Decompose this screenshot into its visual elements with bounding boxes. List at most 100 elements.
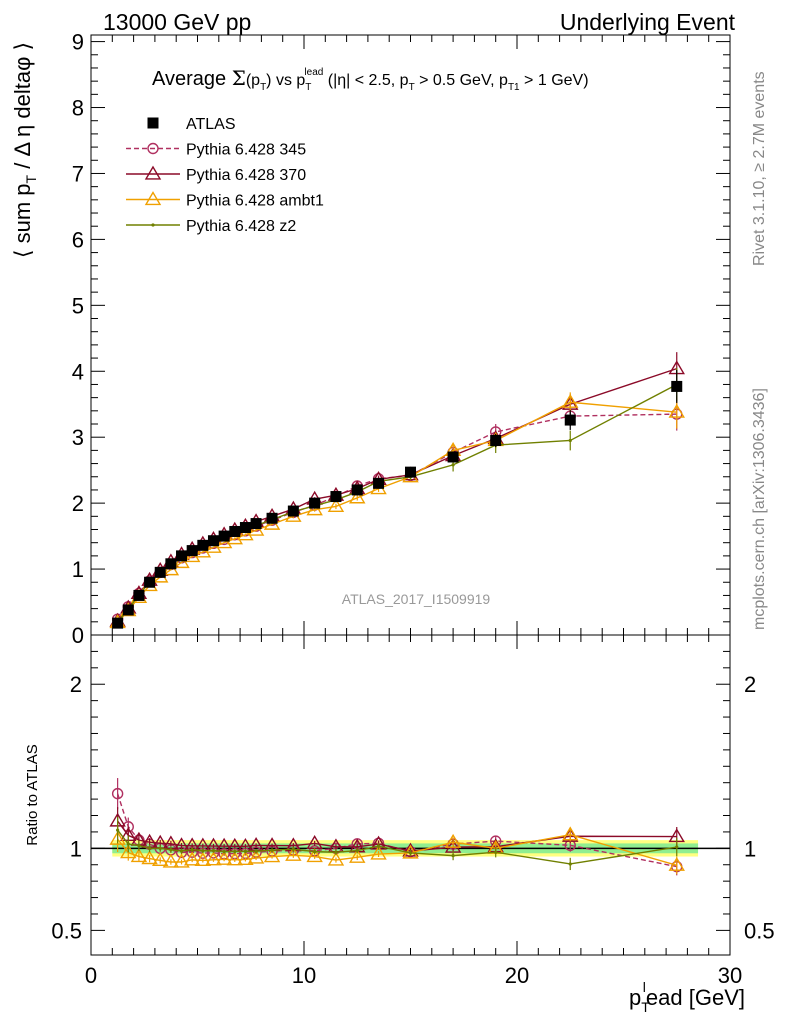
ratio-series-2-point <box>263 848 281 863</box>
main-y-axis: 0 1 2 3 4 5 6 7 8 9 <box>72 30 730 648</box>
x-tick-label: 10 <box>292 963 316 988</box>
y-tick-label: 8 <box>72 96 84 121</box>
xlabel-sub: T <box>641 999 650 1015</box>
ratio-series-3-point <box>451 854 455 858</box>
y-tick-label: 0 <box>72 623 84 648</box>
ratio-series-3-point <box>568 862 572 866</box>
header-left: 13000 GeV pp <box>103 9 251 35</box>
legend-label: Pythia 6.428 370 <box>186 167 306 184</box>
title-p: (p <box>246 72 260 89</box>
title-pre: Average <box>152 68 232 90</box>
ratio-tick-label-right: 2 <box>744 672 756 697</box>
y-tick-label: 7 <box>72 161 84 186</box>
data-point <box>239 522 251 534</box>
ratio-series-3-point <box>116 828 120 832</box>
ratio-series-2-point <box>668 856 685 871</box>
ratio-series-3-point <box>211 849 216 853</box>
x-axis-label: pTlead [GeV] <box>629 979 745 1015</box>
title-cut-sub1: T <box>409 82 415 93</box>
ratio-series-3-point <box>270 848 274 852</box>
ratio-series-2-point <box>285 846 302 861</box>
ratio-series-3-point <box>313 850 317 854</box>
y-tick-label: 3 <box>72 425 84 450</box>
data-point <box>176 550 188 562</box>
ratio-series-2-point <box>120 844 137 859</box>
main-series <box>109 352 685 629</box>
data-point <box>186 545 198 557</box>
data-point <box>351 484 363 496</box>
legend-label: ATLAS <box>186 116 236 133</box>
title-vs: vs p <box>272 72 306 89</box>
ratio-series-3-point <box>376 844 381 848</box>
x-tick-label: 20 <box>505 963 529 988</box>
series-2-point <box>306 501 323 516</box>
data-point <box>490 434 502 446</box>
series-0-line <box>117 413 677 620</box>
ratio-series-3-point <box>408 851 413 855</box>
series-2-point <box>668 403 685 418</box>
series-2-point <box>562 393 579 408</box>
data-point <box>154 566 166 578</box>
ratio-series-2-point <box>130 848 148 863</box>
ratio-series-2-point <box>194 852 212 866</box>
ratio-series-3-point <box>147 846 152 850</box>
ratio-series-3-point <box>675 845 679 849</box>
ratio-series-3-point <box>243 849 248 853</box>
ratio-series-3-point <box>137 843 141 848</box>
data-point <box>165 558 177 570</box>
legend: ATLAS Pythia 6.428 345 Pythia 6.428 370 Pyt… <box>126 116 324 235</box>
ratio-series-2-point <box>306 848 323 863</box>
data-point <box>373 477 385 489</box>
data-point <box>287 505 299 517</box>
legend-marker <box>144 191 162 206</box>
ratio-series-3-point <box>494 850 498 854</box>
ratio-frame <box>90 634 731 956</box>
ratio-tick-label-right: 0.5 <box>744 918 775 943</box>
ratio-series-0-point <box>111 787 124 800</box>
y-tick-label: 5 <box>72 293 84 318</box>
ratio-series-3-point <box>179 849 184 853</box>
y-tick-label: 2 <box>72 491 84 516</box>
legend-marker <box>147 142 159 155</box>
ylabel-a: ⟨ sum p <box>10 183 35 258</box>
ylabel-sub: T <box>23 174 39 183</box>
main-x-ticks <box>90 35 731 635</box>
ratio-series-3-point <box>126 842 130 846</box>
data-point <box>197 539 209 551</box>
title-sigma: Σ <box>232 66 246 90</box>
data-point <box>218 530 230 542</box>
ratio-series-2-point <box>237 851 254 866</box>
ratio-series-3-point <box>334 850 338 854</box>
title-sup: lead <box>304 67 323 78</box>
ratio-y-axis: 0.5 0.5 1 1 2 2 <box>51 650 775 943</box>
series-2-point <box>349 489 366 504</box>
ratio-tick-label-right: 1 <box>744 836 756 861</box>
legend-marker <box>151 223 155 227</box>
rivet-label: Rivet 3.1.10, ≥ 2.7M events <box>751 71 768 266</box>
data-point <box>122 604 134 616</box>
series-1-line <box>117 367 677 622</box>
ratio-tick-label: 0.5 <box>51 918 82 943</box>
series-2-point <box>205 538 222 553</box>
ratio-y-label: Ratio to ATLAS <box>24 744 41 845</box>
title-sub: T <box>305 82 311 93</box>
ratio-series-2-point <box>173 853 190 868</box>
title-p-sub: T <box>260 82 266 93</box>
data-point <box>564 414 576 426</box>
xlabel-rest: ead [GeV] <box>646 985 745 1010</box>
main-y-label: ⟨ sum pT / Δ η deltaφ ⟩ <box>10 42 39 258</box>
y-tick-label: 1 <box>72 557 84 582</box>
ratio-series-3-point <box>201 849 205 853</box>
data-point <box>207 535 219 547</box>
title-cut: (|η| < 2.5, p <box>323 72 408 89</box>
data-point <box>447 451 459 463</box>
ratio-series-2-point <box>109 830 126 845</box>
ratio-panel: 0.5 0.5 1 1 2 2 0 10 20 30 <box>51 634 775 988</box>
series-2-point <box>237 526 254 541</box>
series-2-point <box>327 498 345 513</box>
title-close: ) <box>266 72 271 89</box>
ratio-series-2-point <box>349 848 366 863</box>
xlabel-sup: l <box>643 979 646 995</box>
ratio-series-2-point <box>226 851 243 866</box>
